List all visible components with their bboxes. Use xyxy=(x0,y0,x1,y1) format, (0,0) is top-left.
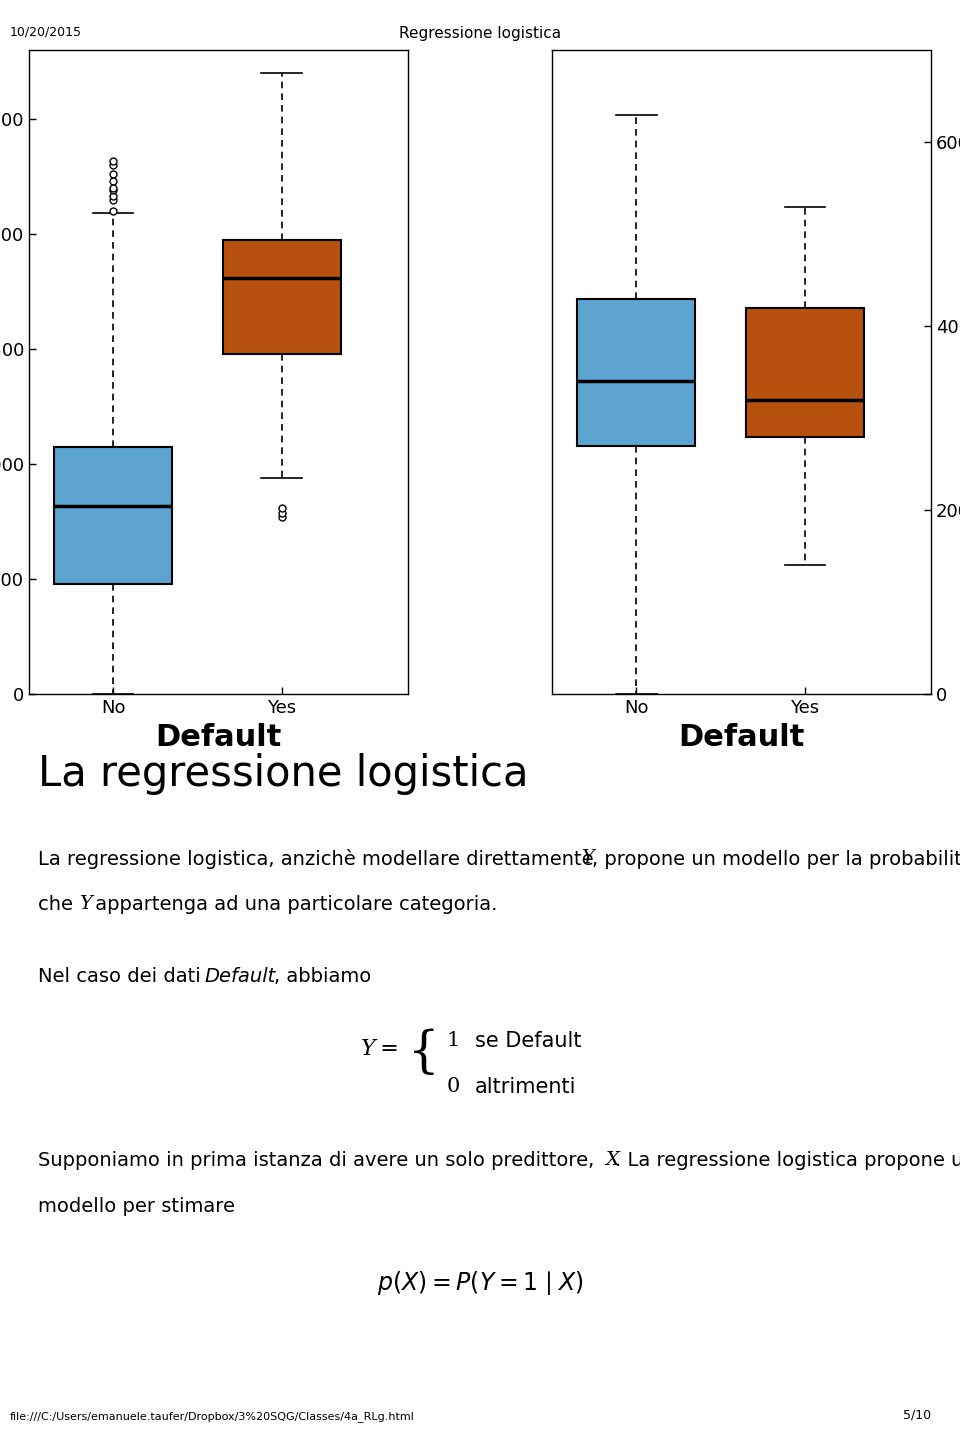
Text: . La regressione logistica propone un: . La regressione logistica propone un xyxy=(615,1151,960,1171)
Text: Y =: Y = xyxy=(361,1037,403,1060)
Text: $p(X) = P(Y = 1 \mid X)$: $p(X) = P(Y = 1 \mid X)$ xyxy=(376,1268,584,1297)
Text: altrimenti: altrimenti xyxy=(475,1076,577,1096)
Text: Default: Default xyxy=(204,966,276,986)
Text: 1: 1 xyxy=(446,1030,460,1050)
Text: Y: Y xyxy=(581,848,593,867)
Text: , propone un modello per la probabilità: , propone un modello per la probabilità xyxy=(592,848,960,868)
Bar xyxy=(223,239,341,354)
Text: 10/20/2015: 10/20/2015 xyxy=(10,26,82,39)
Text: La regressione logistica: La regressione logistica xyxy=(38,752,529,795)
Text: , abbiamo: , abbiamo xyxy=(274,966,371,986)
Text: che: che xyxy=(38,894,77,914)
Text: Nel caso dei dati: Nel caso dei dati xyxy=(38,966,205,986)
Text: 5/10: 5/10 xyxy=(903,1409,931,1422)
Text: se Default: se Default xyxy=(475,1030,582,1050)
Bar xyxy=(746,308,864,437)
Bar xyxy=(577,298,695,446)
Text: X: X xyxy=(605,1151,618,1169)
Text: La regressione logistica, anzichè modellare direttamente: La regressione logistica, anzichè modell… xyxy=(38,848,604,868)
X-axis label: Default: Default xyxy=(679,722,804,752)
Text: Regressione logistica: Regressione logistica xyxy=(399,26,561,40)
Text: appartenga ad una particolare categoria.: appartenga ad una particolare categoria. xyxy=(89,894,497,914)
Text: Supponiamo in prima istanza di avere un solo predittore,: Supponiamo in prima istanza di avere un … xyxy=(38,1151,598,1171)
Bar xyxy=(54,447,172,583)
Text: {: { xyxy=(408,1027,440,1078)
Text: modello per stimare: modello per stimare xyxy=(38,1197,235,1217)
X-axis label: Default: Default xyxy=(156,722,281,752)
Text: Y: Y xyxy=(79,894,91,913)
Text: 0: 0 xyxy=(446,1076,460,1096)
Text: file:///C:/Users/emanuele.taufer/Dropbox/3%20SQG/Classes/4a_RLg.html: file:///C:/Users/emanuele.taufer/Dropbox… xyxy=(10,1410,415,1422)
